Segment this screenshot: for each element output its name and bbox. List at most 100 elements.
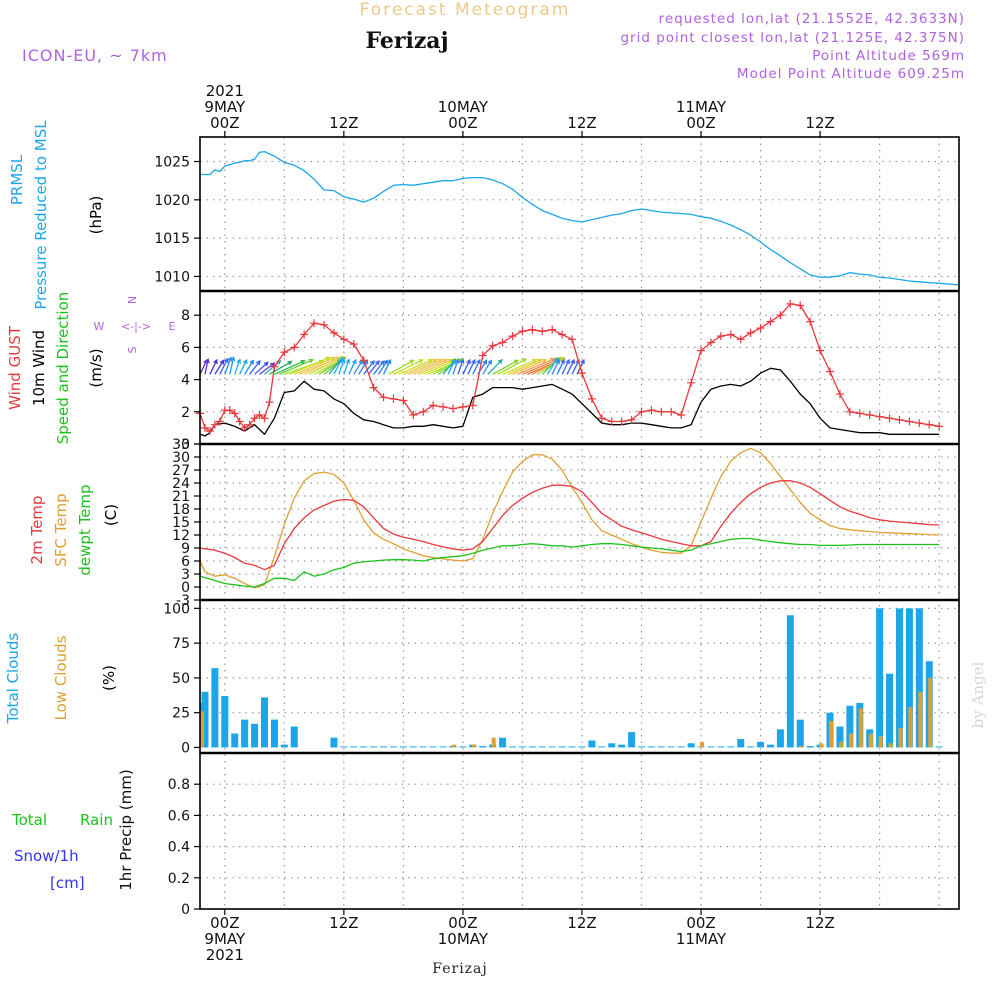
y-tick-label: 3 — [181, 567, 190, 583]
y-tick-label: 27 — [172, 463, 190, 479]
wind-arrow-head — [521, 358, 528, 363]
total-cloud-bar — [548, 746, 556, 748]
wind-arrow-head — [300, 359, 306, 365]
wind-gust-marker — [255, 411, 264, 420]
total-cloud-bar — [528, 746, 536, 748]
wind-gust-marker — [429, 401, 438, 410]
low-cloud-bar — [829, 721, 834, 748]
wind-direction-arrow — [457, 358, 465, 375]
y-tick-label: 25 — [172, 706, 190, 722]
y-tick-label: 1015 — [154, 231, 190, 247]
wind-gust-marker — [389, 394, 398, 403]
wind-direction-arrow — [566, 358, 575, 375]
wind-gust-marker — [488, 341, 497, 350]
wind-gust-marker — [558, 330, 567, 339]
wind-arrow-head — [383, 359, 388, 365]
wind-gust-marker — [746, 328, 755, 337]
top-time-label: 00Z — [448, 114, 477, 132]
panel-frame — [199, 290, 960, 445]
wind-direction-arrow — [413, 358, 448, 375]
low-cloud-bar — [848, 733, 853, 748]
wind-gust-marker — [925, 420, 934, 429]
wind-gust-marker — [359, 356, 368, 365]
total-cloud-bar — [727, 746, 735, 748]
low-cloud-bar — [918, 691, 923, 748]
wind-gust-marker — [677, 411, 686, 420]
wind-gust-marker — [885, 414, 894, 423]
wind-gust-marker — [399, 396, 408, 405]
low-cloud-bar — [471, 744, 476, 748]
total-cloud-bar — [895, 608, 903, 748]
wind-direction-arrow — [517, 357, 556, 375]
y-tick-label: 4 — [181, 373, 190, 389]
wind-direction-arrow — [378, 359, 388, 375]
total-cloud-bar — [588, 740, 596, 748]
wind-arrow-shaft — [512, 359, 547, 375]
bottom-time-label: 12Z — [567, 914, 596, 932]
total-cloud-bar — [399, 746, 407, 748]
model-label: ICON-EU, ~ 7km — [22, 46, 168, 65]
wind-gust-marker — [528, 325, 537, 334]
wind-arrow-shaft — [556, 359, 565, 375]
wind-arrow-head — [451, 358, 456, 365]
wind-arrow-shaft — [279, 359, 313, 375]
wind-arrow-shaft — [388, 359, 414, 375]
wind-gust-marker — [419, 407, 428, 416]
total-cloud-bar — [201, 691, 209, 748]
wind-gust-marker — [697, 346, 706, 355]
wind-arrow-shaft — [422, 359, 457, 375]
wind-gust-marker — [439, 402, 448, 411]
temp-axis-label: 2m Temp — [28, 496, 46, 565]
wind-direction-arrow — [472, 358, 481, 375]
total-cloud-bar — [747, 746, 755, 748]
y-tick-label: 12 — [172, 528, 190, 544]
wind-arrow-head — [236, 358, 242, 364]
compass-arrow: <-|-> — [121, 320, 151, 333]
y-tick-label: 0 — [181, 902, 190, 918]
wind-gust-marker — [657, 407, 666, 416]
wind-arrow-shaft — [289, 357, 330, 375]
wind-gust-marker — [736, 335, 745, 344]
wind-gust-marker — [379, 393, 388, 402]
total-cloud-bar — [280, 744, 288, 748]
wind-arrow-shaft — [566, 359, 575, 375]
wind-arrow-shaft — [343, 359, 350, 375]
wind-gust-marker — [260, 414, 269, 423]
y-tick-label: 50 — [172, 671, 190, 687]
wind-gust-marker — [498, 338, 507, 347]
wind-arrow-head — [560, 358, 565, 365]
wind-direction-arrow — [229, 355, 236, 375]
data-layer — [196, 150, 960, 748]
panel-frame — [199, 752, 960, 910]
wind-direction-arrow — [249, 359, 261, 375]
total-cloud-bar — [836, 726, 844, 748]
wind-arrow-head — [555, 358, 560, 365]
wind-gust-marker — [577, 369, 586, 378]
wind-gust-marker — [806, 317, 815, 326]
top-time-label: 9MAY — [204, 98, 246, 116]
wind-arrow-head — [409, 359, 415, 365]
sfc-temp-line — [199, 447, 940, 589]
wind-gust-marker — [468, 401, 477, 410]
total-cloud-bar — [518, 746, 526, 748]
wind-direction-arrow — [482, 359, 493, 375]
total-cloud-bar — [499, 737, 507, 748]
wind-gust-marker — [766, 317, 775, 326]
total-cloud-bar — [380, 746, 388, 748]
total-cloud-bar — [409, 746, 417, 748]
wind-arrow-head — [454, 358, 460, 364]
wind-arrow-shaft — [274, 360, 305, 375]
wind-direction-arrow — [462, 358, 471, 375]
wind-arrow-head — [482, 359, 488, 365]
axis-layer: 101010151020102502468-303691215182124273… — [154, 131, 960, 918]
wind-arrow-shaft — [571, 359, 580, 375]
model-altitude: Model Point Altitude 609.25m — [737, 66, 965, 82]
wind-arrow-shaft — [522, 358, 560, 375]
location-title: Ferizaj — [365, 28, 448, 54]
wind-arrow-head — [219, 359, 225, 365]
total-cloud-bar — [776, 729, 784, 748]
wind-arrow-head — [205, 358, 210, 364]
wind-arrow-shaft — [254, 361, 269, 375]
total-cloud-bar — [330, 737, 338, 748]
bottom-time-label: 11MAY — [676, 930, 727, 948]
